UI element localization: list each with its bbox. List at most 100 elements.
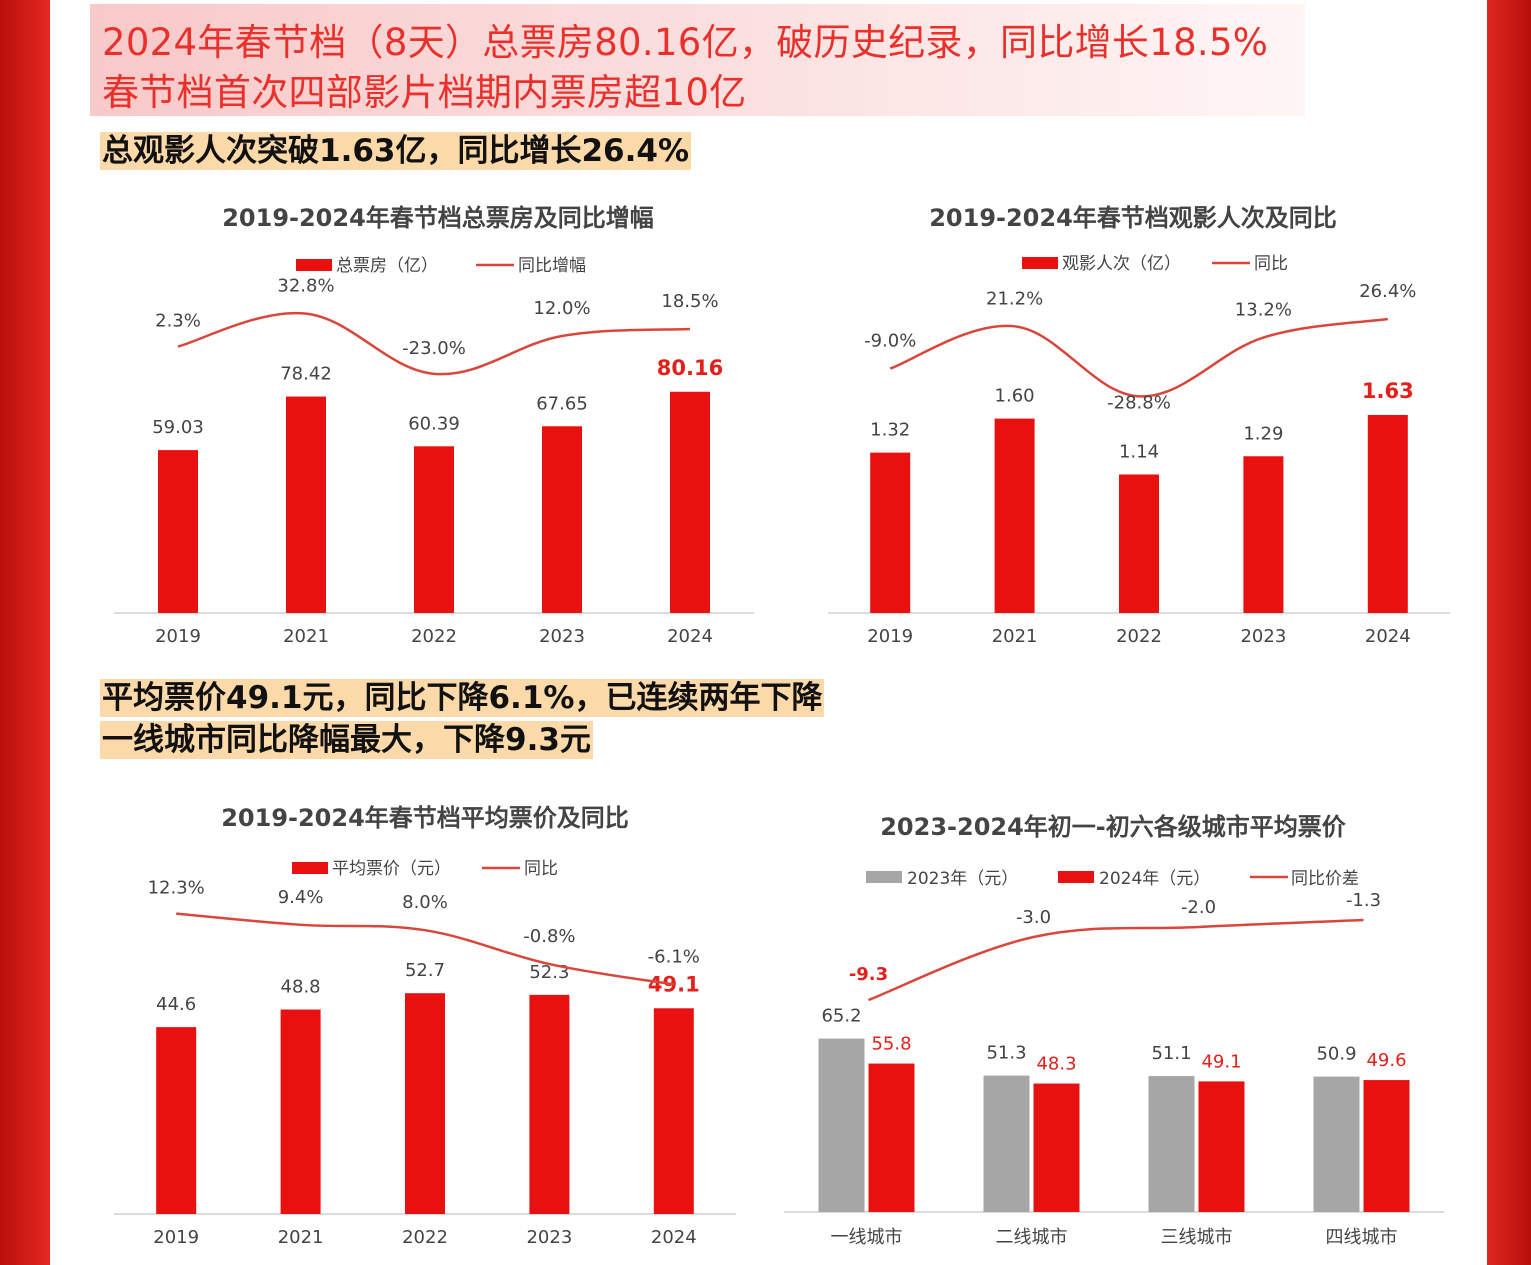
x-tick-label: 2021 <box>283 626 329 647</box>
bar-value-label: 80.16 <box>657 356 723 380</box>
x-tick-label: 2024 <box>1365 626 1411 647</box>
x-tick-label: 2019 <box>153 1227 199 1248</box>
x-tick-label: 四线城市 <box>1326 1227 1398 1248</box>
bar-2023-value-label: 51.3 <box>986 1043 1026 1064</box>
bar <box>405 993 445 1214</box>
x-tick-label: 三线城市 <box>1161 1227 1233 1248</box>
chart-title: 2023-2024年初一-初六各级城市平均票价 <box>880 813 1347 841</box>
trend-line <box>176 912 675 986</box>
x-tick-label: 2022 <box>402 1227 448 1248</box>
x-tick-label: 2022 <box>1116 626 1162 647</box>
bar <box>286 396 326 613</box>
highlight-audience: 总观影人次突破1.63亿，同比增长26.4% <box>100 132 692 170</box>
bar-2023 <box>983 1075 1030 1212</box>
line-value-label: 13.2% <box>1235 300 1292 321</box>
x-tick-label: 2024 <box>651 1227 697 1248</box>
x-tick-label: 2023 <box>526 1227 572 1248</box>
legend-line-label: 同比增幅 <box>518 256 586 276</box>
x-tick-label: 2019 <box>867 626 913 647</box>
highlight-price-1: 平均票价49.1元，同比下降6.1%，已连续两年下降 <box>100 679 825 717</box>
trend-line <box>889 317 1388 398</box>
bar <box>1119 474 1159 613</box>
bar-2024-value-label: 49.6 <box>1366 1050 1406 1071</box>
bar-2024 <box>1033 1083 1080 1212</box>
bar-2023 <box>1313 1076 1360 1212</box>
line-value-label: -9.0% <box>864 331 916 352</box>
line-value-label: -28.8% <box>1107 392 1171 413</box>
x-tick-label: 2021 <box>278 1227 324 1248</box>
x-tick-label: 2019 <box>155 626 201 647</box>
legend-bar-swatch <box>296 259 332 271</box>
bar <box>670 391 710 613</box>
bar <box>994 418 1035 613</box>
bar <box>1367 414 1408 613</box>
bar-value-label: 1.29 <box>1243 423 1283 444</box>
legend-bar-swatch <box>1022 257 1058 269</box>
chart-title: 2019-2024年春节档平均票价及同比 <box>221 804 629 832</box>
bar-value-label: 48.8 <box>281 977 321 998</box>
x-tick-label: 2022 <box>411 626 457 647</box>
x-tick-label: 2023 <box>1240 626 1286 647</box>
header-line-1: 2024年春节档（8天）总票房80.16亿，破历史纪录，同比增长18.5% <box>102 21 1269 64</box>
bar-value-label: 78.42 <box>280 364 332 385</box>
x-tick-label: 2021 <box>992 626 1038 647</box>
line-value-label: -9.3 <box>849 964 888 985</box>
legend-2024-label: 2024年（元） <box>1099 869 1210 889</box>
bar <box>653 1008 694 1214</box>
bar-value-label: 67.65 <box>536 393 588 414</box>
bar-2024 <box>1198 1081 1245 1212</box>
line-value-label: 9.4% <box>278 887 324 908</box>
line-value-label: -0.8% <box>523 926 575 947</box>
bar-2023 <box>818 1038 865 1212</box>
x-tick-label: 2024 <box>667 626 713 647</box>
legend-bar-label: 平均票价（元） <box>332 859 451 879</box>
city-price-chart: 2023-2024年初一-初六各级城市平均票价 2023年（元） 2024年（元） 同… <box>784 813 1444 1248</box>
line-value-label: 26.4% <box>1359 281 1416 302</box>
bar <box>529 994 570 1214</box>
legend-line-label: 同比价差 <box>1291 869 1359 889</box>
line-value-label: 8.0% <box>402 892 448 913</box>
bar-2024-value-label: 48.3 <box>1036 1054 1076 1075</box>
line-value-label: -2.0 <box>1181 897 1216 918</box>
bar-value-label: 44.6 <box>156 994 196 1015</box>
bar-value-label: 1.14 <box>1119 441 1159 462</box>
bar-2024 <box>1363 1080 1410 1212</box>
legend-2023-label: 2023年（元） <box>907 869 1018 889</box>
bar-value-label: 1.63 <box>1362 379 1414 403</box>
bar-value-label: 1.32 <box>870 420 910 441</box>
bar <box>870 452 911 613</box>
bar-2023-value-label: 65.2 <box>821 1006 861 1027</box>
line-value-label: 32.8% <box>277 276 334 297</box>
bar-2024-value-label: 55.8 <box>871 1034 911 1055</box>
legend-line-label: 同比 <box>1254 254 1288 274</box>
bar-2023-value-label: 51.1 <box>1151 1043 1191 1064</box>
x-tick-label: 2023 <box>539 626 585 647</box>
legend-2024-swatch <box>1058 871 1094 883</box>
line-value-label: 12.3% <box>148 878 205 899</box>
chart-title: 2019-2024年春节档总票房及同比增幅 <box>222 204 654 232</box>
legend-bar-label: 总票房（亿） <box>336 256 438 276</box>
line-value-label: 2.3% <box>155 311 201 332</box>
bar-2023-value-label: 50.9 <box>1316 1044 1356 1065</box>
bar <box>1243 456 1284 613</box>
bar <box>158 450 198 613</box>
bar <box>280 1009 321 1214</box>
highlight-price-2: 一线城市同比降幅最大，下降9.3元 <box>100 721 593 759</box>
bar-2024 <box>868 1063 915 1212</box>
bar-value-label: 52.7 <box>405 960 445 981</box>
line-value-label: -6.1% <box>648 946 700 967</box>
line-value-label: -23.0% <box>402 338 466 359</box>
bar-2023 <box>1148 1076 1195 1212</box>
legend-bar-swatch <box>292 862 328 874</box>
header-line-2: 春节档首次四部影片档期内票房超10亿 <box>102 71 747 114</box>
line-value-label: -1.3 <box>1346 890 1381 911</box>
chart-title: 2019-2024年春节档观影人次及同比 <box>929 204 1337 232</box>
legend-bar-label: 观影人次（亿） <box>1062 254 1181 274</box>
header-band <box>90 4 1305 116</box>
bar <box>156 1027 197 1214</box>
x-tick-label: 一线城市 <box>831 1227 903 1248</box>
trend-line <box>177 311 691 376</box>
